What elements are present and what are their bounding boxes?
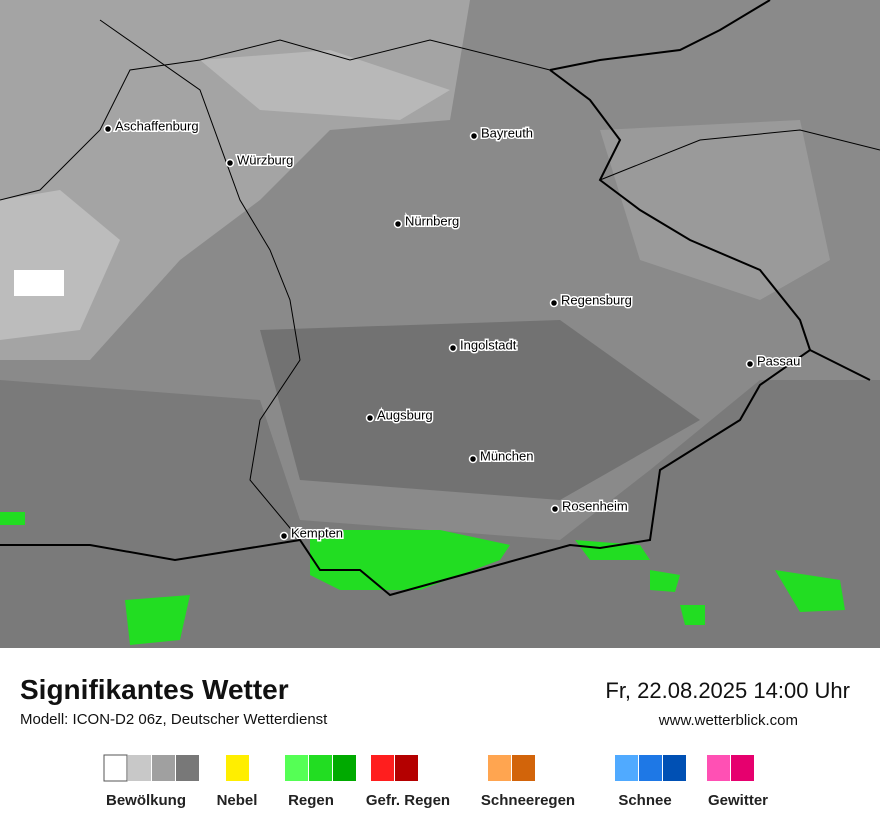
city-label: Kempten [291, 525, 343, 540]
city-label: Ingolstadt [460, 337, 517, 352]
legend-label: Gewitter [708, 792, 768, 809]
cloud-area [260, 320, 700, 500]
city-label: Würzburg [237, 152, 293, 167]
legend-swatch [285, 755, 308, 781]
legend-swatch [128, 755, 151, 781]
legend-swatch [395, 755, 418, 781]
legend-label: Regen [288, 792, 334, 809]
city-dot [745, 359, 755, 369]
legend-swatch [309, 755, 332, 781]
legend: Bewölkung Nebel Regen Gefr. Regen Schneerege… [103, 754, 768, 809]
cloud-area [200, 50, 450, 120]
city-label: Augsburg [377, 407, 433, 422]
model: Modell: ICON-D2 06z, Deutscher Wetterdie… [20, 711, 328, 728]
legend-swatch [226, 755, 249, 781]
legend-label: Nebel [217, 792, 258, 809]
city-label: München [480, 448, 533, 463]
city-dot [103, 124, 113, 134]
city-dot [448, 343, 458, 353]
city-label: Bayreuth [481, 125, 533, 140]
state-border [599, 129, 880, 181]
city-dot [549, 298, 559, 308]
map: Aschaffenburg Würzburg Bayreuth Nürnberg Reg… [0, 0, 880, 648]
legend-swatch [639, 755, 662, 781]
legend-label: Gefr. Regen [366, 792, 450, 809]
legend-label: Schneeregen [481, 792, 575, 809]
legend-swatch [488, 755, 511, 781]
city-dot [279, 531, 289, 541]
legend-swatch [333, 755, 356, 781]
legend-swatch [103, 754, 128, 782]
city-label: Nürnberg [405, 213, 459, 228]
city-dot [550, 504, 560, 514]
legend-swatch [371, 755, 394, 781]
title: Signifikantes Wetter [20, 674, 289, 705]
legend-swatch [731, 755, 754, 781]
city-dot [468, 454, 478, 464]
city-dot [365, 413, 375, 423]
state-border [0, 39, 551, 201]
legend-label: Bewölkung [106, 792, 186, 809]
city-label: Regensburg [561, 292, 632, 307]
legend-swatch [176, 755, 199, 781]
datetime: Fr, 22.08.2025 14:00 Uhr [605, 678, 850, 703]
cities: Aschaffenburg Würzburg Bayreuth Nürnberg Reg… [103, 117, 802, 542]
country-border [0, 348, 871, 597]
cloud-area [14, 270, 64, 296]
legend-swatch [663, 755, 686, 781]
country-border [549, 0, 771, 71]
cloud-area [600, 120, 830, 300]
cloud-area [0, 190, 120, 340]
legend-swatch [512, 755, 535, 781]
website: www.wetterblick.com [658, 712, 798, 729]
city-label: Aschaffenburg [115, 118, 199, 133]
city-label: Passau [757, 353, 800, 368]
city-dot [225, 158, 235, 168]
legend-swatch [152, 755, 175, 781]
legend-swatch [707, 755, 730, 781]
legend-swatch [615, 755, 638, 781]
city-dot [393, 219, 403, 229]
state-border [99, 19, 301, 541]
city-dot [469, 131, 479, 141]
legend-label: Schnee [618, 792, 671, 809]
rain-area [0, 512, 845, 645]
country-border [549, 69, 811, 351]
city-label: Rosenheim [562, 498, 628, 513]
